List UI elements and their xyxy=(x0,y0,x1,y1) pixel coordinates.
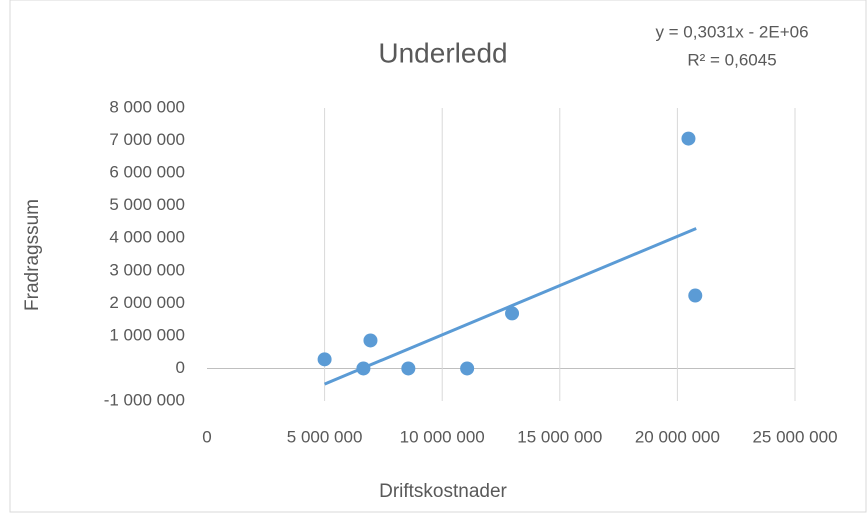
y-tick-label: -1 000 000 xyxy=(104,390,185,409)
trend-equation: y = 0,3031x - 2E+06 xyxy=(655,22,808,41)
x-tick-label: 20 000 000 xyxy=(635,427,720,446)
trendline xyxy=(324,227,697,386)
y-tick-label: 2 000 000 xyxy=(109,293,185,312)
point xyxy=(317,352,332,367)
y-tick-label: 0 xyxy=(176,358,185,377)
point xyxy=(363,333,378,348)
x-tick-label: 5 000 000 xyxy=(287,427,363,446)
x-axis-label: Driftskostnader xyxy=(379,481,507,502)
y-tick-label: 1 000 000 xyxy=(109,325,185,344)
trend-r2: R² = 0,6045 xyxy=(687,50,776,69)
chart-frame xyxy=(9,0,867,513)
chart-title: Underledd xyxy=(378,37,507,68)
point xyxy=(505,306,520,321)
x-tick-label: 0 xyxy=(202,427,211,446)
y-axis-label: Fradragssum xyxy=(22,199,43,311)
point xyxy=(460,361,475,376)
x-tick-label: 25 000 000 xyxy=(752,427,837,446)
y-tick-label: 8 000 000 xyxy=(109,97,185,116)
point xyxy=(681,131,696,146)
point xyxy=(401,361,416,376)
x-tick-label: 15 000 000 xyxy=(517,427,602,446)
y-tick-label: 5 000 000 xyxy=(109,195,185,214)
x-tick-label: 10 000 000 xyxy=(400,427,485,446)
y-tick-label: 6 000 000 xyxy=(109,163,185,182)
y-tick-label: 7 000 000 xyxy=(109,130,185,149)
y-tick-label: 3 000 000 xyxy=(109,260,185,279)
point xyxy=(356,361,371,376)
point xyxy=(688,288,703,303)
y-tick-label: 4 000 000 xyxy=(109,228,185,247)
